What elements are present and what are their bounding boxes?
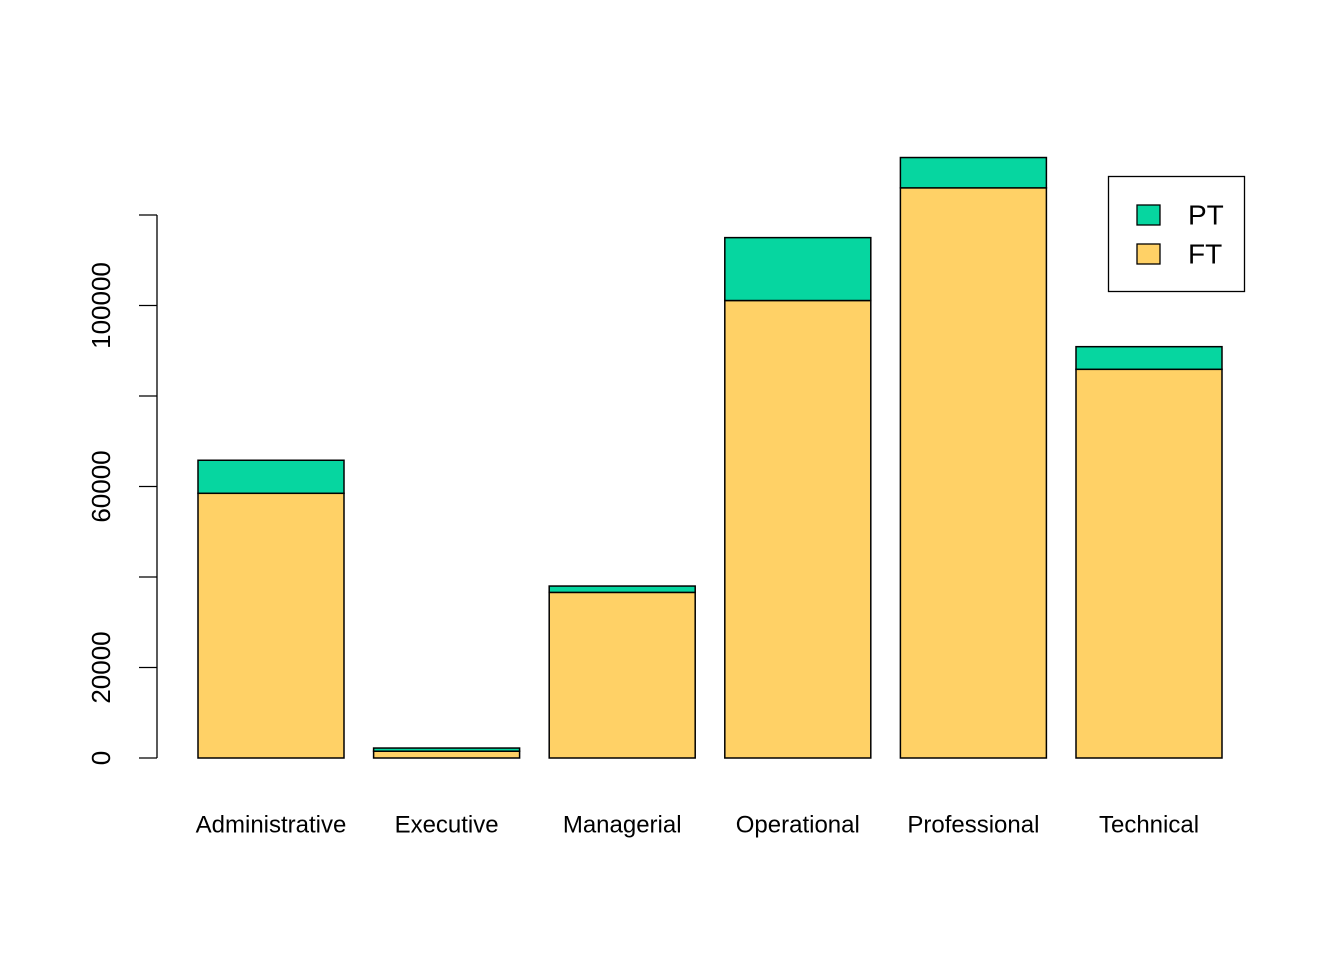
- x-tick-label: Operational: [736, 811, 860, 838]
- legend-label: FT: [1188, 238, 1222, 269]
- bar-segment: [372, 747, 521, 752]
- legend-swatch: [1136, 243, 1161, 265]
- x-tick-label: Managerial: [563, 811, 682, 838]
- bar-segment: [548, 591, 696, 759]
- y-tick-label: 100000: [86, 262, 116, 349]
- bar-segment: [1075, 368, 1223, 759]
- legend-swatch: [1136, 204, 1161, 226]
- bar-segment: [197, 492, 345, 759]
- bar-segment: [548, 585, 696, 594]
- y-tick-label: 60000: [86, 450, 116, 522]
- bar-segment: [724, 299, 872, 759]
- bar-segment: [899, 156, 1048, 189]
- x-tick-label: Technical: [1099, 811, 1199, 838]
- bar-segment: [1075, 345, 1223, 371]
- y-tick-label: 20000: [86, 631, 116, 703]
- x-tick-label: Administrative: [196, 811, 347, 838]
- legend-box: [1107, 175, 1246, 293]
- bar-segment: [899, 187, 1048, 759]
- legend-label: PT: [1188, 199, 1224, 230]
- bar-segment: [197, 459, 345, 495]
- bar-segment: [724, 236, 872, 302]
- bar-segment: [372, 750, 521, 759]
- x-tick-label: Professional: [907, 811, 1039, 838]
- y-tick-label: 0: [86, 751, 116, 765]
- x-tick-label: Executive: [395, 811, 499, 838]
